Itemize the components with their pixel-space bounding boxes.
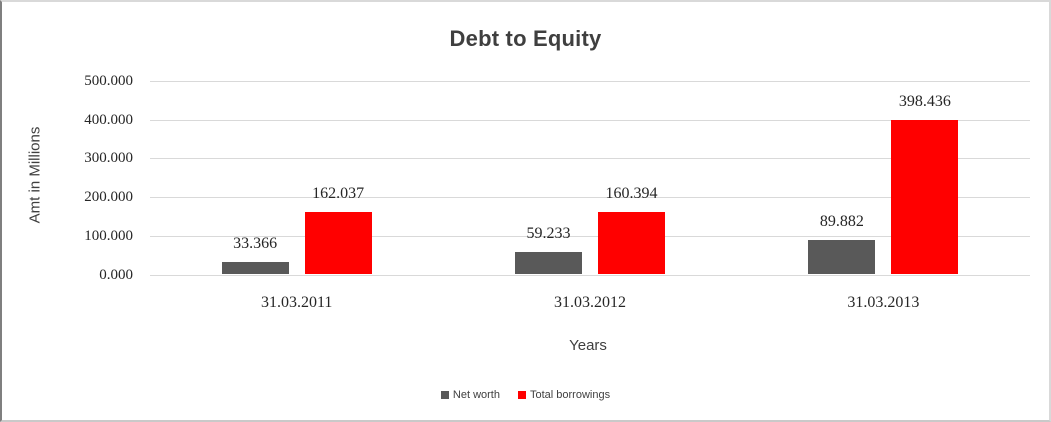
legend: Net worth Total borrowings: [2, 389, 1049, 401]
y-tick-label: 200.000: [84, 189, 133, 206]
y-axis-title: Amt in Millions: [26, 126, 44, 224]
bar-total-borrowings: [598, 212, 665, 275]
gridline: [150, 235, 1030, 237]
x-tick-label: 31.03.2013: [847, 294, 920, 311]
gridline: [150, 158, 1030, 160]
bar-net-worth: [515, 251, 582, 275]
bar-total-borrowings: [304, 211, 372, 275]
y-tick-label: 400.000: [84, 111, 133, 128]
data-label-total-borrowings: 398.436: [898, 93, 951, 111]
data-label-net-worth: 89.882: [819, 212, 864, 230]
chart-title: Debt to Equity: [449, 26, 602, 51]
data-label-net-worth: 59.233: [526, 224, 571, 242]
legend-swatch-net-worth: [440, 391, 449, 399]
x-tick-label: 31.03.2012: [554, 294, 626, 311]
legend-label-total-borrowings: Total borrowings: [529, 389, 611, 401]
y-tick-label: 300.000: [84, 150, 133, 167]
y-tick-label: 100.000: [84, 227, 133, 244]
x-tick-label: 31.03.2011: [260, 294, 333, 311]
x-axis-title: Years: [569, 337, 607, 354]
y-tick-label: 0.000: [99, 266, 133, 283]
gridline: [150, 81, 1030, 82]
legend-label-net-worth: Net worth: [452, 389, 500, 401]
y-tick-label: 500.000: [84, 73, 133, 89]
data-label-total-borrowings: 162.037: [312, 184, 365, 202]
bar-total-borrowings: [891, 120, 959, 275]
legend-item-net-worth: Net worth: [440, 389, 500, 401]
gridline: [150, 197, 1030, 199]
legend-item-total-borrowings: Total borrowings: [517, 389, 611, 401]
data-label-total-borrowings: 160.394: [605, 185, 658, 203]
legend-swatch-total-borrowings: [517, 391, 526, 399]
gridline: [150, 119, 1030, 121]
gridline: [150, 274, 1030, 276]
bar-net-worth: [221, 261, 289, 275]
data-label-net-worth: 33.366: [233, 234, 278, 252]
bar-net-worth: [808, 239, 876, 275]
